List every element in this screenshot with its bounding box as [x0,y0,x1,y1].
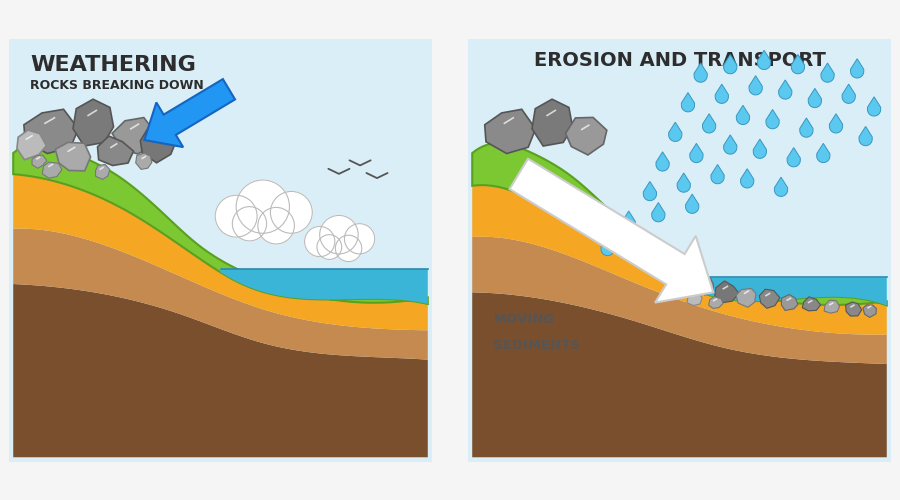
Polygon shape [485,110,536,154]
Text: ROCKS BREAKING DOWN: ROCKS BREAKING DOWN [31,78,204,92]
Polygon shape [671,278,886,305]
Polygon shape [14,284,427,458]
Polygon shape [741,168,754,188]
Polygon shape [774,177,788,197]
Polygon shape [736,106,750,124]
Polygon shape [766,110,779,128]
Polygon shape [652,202,665,222]
Polygon shape [136,153,152,170]
Polygon shape [140,127,176,163]
Polygon shape [736,288,756,308]
Polygon shape [687,292,702,306]
Polygon shape [716,84,728,103]
Circle shape [304,226,335,256]
Polygon shape [656,152,670,171]
Circle shape [345,224,374,254]
Polygon shape [14,144,427,304]
Circle shape [232,206,266,241]
Text: WEATHERING: WEATHERING [31,56,196,76]
Text: EROSION AND TRANSPORT: EROSION AND TRANSPORT [534,51,825,70]
Polygon shape [760,289,779,308]
Circle shape [270,192,312,234]
Polygon shape [802,297,821,311]
Polygon shape [830,114,842,133]
Polygon shape [788,148,800,167]
FancyBboxPatch shape [464,34,896,466]
FancyBboxPatch shape [4,34,436,466]
Polygon shape [532,99,572,146]
Polygon shape [842,84,855,103]
Circle shape [215,195,257,237]
Polygon shape [220,269,428,304]
Circle shape [236,180,290,234]
Polygon shape [24,110,78,154]
Polygon shape [677,173,690,192]
Text: MOVING: MOVING [493,314,554,326]
Polygon shape [753,139,767,158]
Polygon shape [778,80,792,99]
Polygon shape [97,136,133,166]
Polygon shape [781,294,798,310]
Polygon shape [863,305,877,318]
Polygon shape [859,126,872,146]
Polygon shape [112,118,154,154]
Polygon shape [800,118,813,137]
Circle shape [336,235,362,262]
Polygon shape [846,302,861,316]
Polygon shape [472,143,886,306]
Polygon shape [73,99,113,146]
Polygon shape [472,292,886,458]
Circle shape [258,208,294,244]
Polygon shape [694,278,714,295]
Polygon shape [694,63,707,82]
Polygon shape [791,54,805,74]
Polygon shape [686,194,698,214]
Polygon shape [724,54,737,74]
Polygon shape [32,155,47,168]
Circle shape [320,216,358,254]
Polygon shape [17,130,46,160]
Polygon shape [708,296,723,308]
Polygon shape [14,174,427,330]
Polygon shape [472,236,886,364]
Polygon shape [509,158,714,302]
Polygon shape [56,142,91,171]
Polygon shape [821,63,834,82]
Polygon shape [42,162,62,178]
Polygon shape [14,228,427,360]
Polygon shape [715,281,739,303]
Circle shape [317,234,342,260]
Polygon shape [622,211,635,231]
Polygon shape [669,122,682,142]
Polygon shape [824,300,840,313]
Polygon shape [644,182,656,201]
Polygon shape [601,236,614,256]
Polygon shape [868,97,881,116]
Polygon shape [631,228,644,247]
Polygon shape [758,50,770,70]
Polygon shape [703,114,716,133]
Polygon shape [565,118,607,155]
Polygon shape [689,144,703,163]
Text: SEDIMENTS: SEDIMENTS [493,339,580,352]
Polygon shape [144,79,235,147]
Polygon shape [724,135,737,154]
Polygon shape [808,88,822,108]
Polygon shape [681,92,695,112]
Polygon shape [749,76,762,95]
Polygon shape [673,275,693,294]
Polygon shape [850,59,864,78]
Polygon shape [816,144,830,163]
Polygon shape [472,185,886,334]
Polygon shape [711,164,724,184]
Polygon shape [95,164,110,180]
